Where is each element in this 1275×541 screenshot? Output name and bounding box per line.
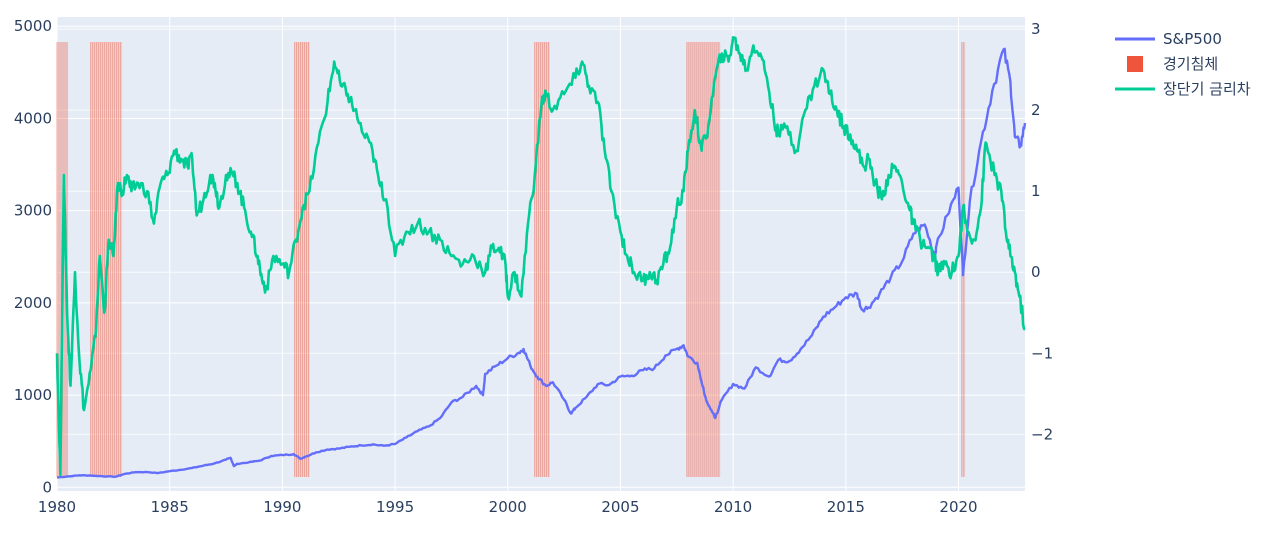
x-tick-label: 1985 (151, 498, 189, 516)
y-left-tick-label: 0 (42, 478, 52, 496)
y-right-tick-label: 2 (1031, 101, 1041, 119)
x-tick-label: 2015 (827, 498, 865, 516)
y-left-tick-label: 5000 (14, 17, 52, 35)
legend-label: 경기침체 (1163, 55, 1218, 73)
x-tick-label: 2010 (714, 498, 752, 516)
recession-band-2 (294, 42, 310, 477)
y-left-tick-label: 2000 (14, 294, 52, 312)
y-right-tick-label: 0 (1031, 263, 1041, 281)
y-left-tick-label: 1000 (14, 386, 52, 404)
x-tick-label: 1990 (263, 498, 301, 516)
x-tick-label: 1980 (38, 498, 76, 516)
y-right-axis-ticks: −2 −1 0 1 2 3 (1031, 20, 1053, 443)
y-right-tick-label: 1 (1031, 182, 1041, 200)
x-tick-label: 1995 (376, 498, 414, 516)
legend-label: 장단기 금리차 (1163, 80, 1251, 98)
legend-item-0[interactable]: S&P500 (1115, 30, 1222, 48)
legend-item-2[interactable]: 장단기 금리차 (1115, 80, 1251, 98)
legend-item-1[interactable]: 경기침체 (1127, 55, 1218, 73)
y-left-tick-label: 3000 (14, 202, 52, 220)
series-line-1 (55, 36, 1026, 477)
y-right-tick-label: −1 (1031, 344, 1053, 362)
recession-band-fill (686, 42, 721, 477)
series-lines (55, 36, 1027, 479)
series-line-0 (56, 47, 1027, 479)
y-right-tick-label: −2 (1031, 425, 1053, 443)
legend-swatch-box (1127, 56, 1143, 72)
legend-label: S&P500 (1163, 30, 1222, 48)
y-left-tick-label: 4000 (14, 109, 52, 127)
y-right-tick-label: 3 (1031, 20, 1041, 38)
x-tick-label: 2005 (601, 498, 639, 516)
y-left-axis-ticks: 0 1000 2000 3000 4000 5000 (14, 17, 52, 496)
x-axis-ticks: 1980 1985 1990 1995 2000 2005 2010 2015 2020 (38, 498, 978, 516)
x-tick-label: 2000 (489, 498, 527, 516)
recession-band-4 (686, 42, 721, 477)
recession-band-3 (534, 42, 550, 477)
x-tick-label: 2020 (939, 498, 977, 516)
